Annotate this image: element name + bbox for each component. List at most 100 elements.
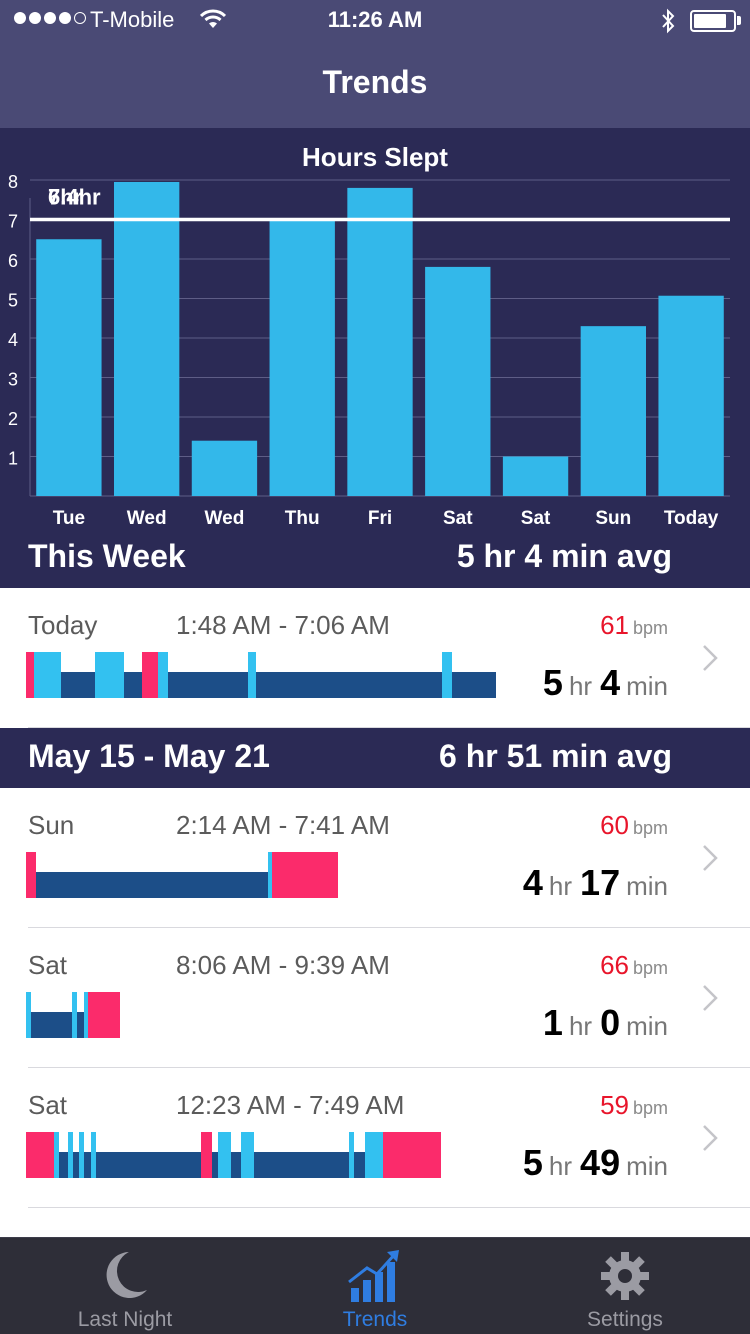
gear-icon [601, 1252, 649, 1300]
light-sleep-segment [158, 652, 168, 698]
sleep-stage-bar [26, 1132, 441, 1178]
bpm-unit: bpm [632, 958, 668, 978]
bpm-unit: bpm [632, 1098, 668, 1118]
sleep-entry-today[interactable]: Today 1:48 AM - 7:06 AM 61 bpm 5 hr 4 min [0, 588, 750, 728]
bpm-unit: bpm [632, 618, 668, 638]
entry-heart-rate: 61 bpm [600, 610, 668, 641]
deep-sleep-segment [124, 672, 142, 698]
entry-duration: 5 hr 4 min [543, 662, 668, 704]
minutes-unit: min [626, 871, 668, 901]
minutes-unit: min [626, 671, 668, 701]
deep-sleep-segment [36, 872, 268, 898]
bar-sun [580, 326, 646, 496]
battery-level [694, 14, 726, 28]
light-sleep-segment [349, 1132, 354, 1178]
bpm-value: 59 [600, 1090, 629, 1120]
x-tick-label: Wed [205, 508, 245, 529]
bar-sat [425, 266, 491, 496]
deep-sleep-segment [256, 672, 442, 698]
awake-segment [88, 992, 120, 1038]
duration-minutes: 4 [600, 662, 621, 703]
entry-day: Today [28, 610, 98, 640]
light-sleep-segment [34, 652, 61, 698]
this-week-average: 5 hr 4 min avg [456, 538, 672, 574]
light-sleep-segment [54, 1132, 59, 1178]
entry-heart-rate: 66 bpm [600, 950, 668, 981]
hours-slept-chart: 1 2 3 4 5 6 7 8 Tue Wed Wed Thu Fri Sat Sat Sun Today 6.4… [8, 172, 730, 529]
moon-icon [106, 1252, 147, 1298]
tab-label: Settings [587, 1308, 663, 1331]
x-tick-label: Sat [521, 508, 551, 529]
sleep-entry[interactable]: Sat 12:23 AM - 7:49 AM 59 bpm 5 hr 49 min [0, 1068, 750, 1208]
minutes-unit: min [626, 1151, 668, 1181]
tab-last-night[interactable]: Last Night [0, 1238, 250, 1334]
deep-sleep-segment [84, 1152, 91, 1178]
tab-trends[interactable]: Trends [250, 1238, 500, 1334]
tab-label: Last Night [77, 1308, 173, 1331]
bar-today [658, 295, 724, 496]
light-sleep-segment [365, 1132, 383, 1178]
deep-sleep-segment [452, 672, 496, 698]
deep-sleep-segment [96, 1152, 201, 1178]
x-tick-label: Sun [595, 508, 631, 529]
x-tick-label: Tue [53, 508, 85, 529]
bpm-unit: bpm [632, 818, 668, 838]
entry-day: Sun [28, 810, 75, 840]
awake-segment [272, 852, 338, 898]
entry-heart-rate: 60 bpm [600, 810, 668, 841]
entry-day: Sat [28, 1090, 68, 1120]
duration-minutes: 0 [600, 1002, 621, 1043]
bpm-value: 60 [600, 810, 629, 840]
hours-slept-panel: Hours Slept 1 2 3 4 5 6 7 8 Tue Wed Wed Thu Fri Sat Sa… [0, 128, 750, 588]
entry-time-range: 2:14 AM - 7:41 AM [176, 810, 390, 840]
hours-unit: hr [548, 871, 573, 901]
bar-tue [36, 239, 102, 496]
sleep-entry[interactable]: Sat 8:06 AM - 9:39 AM 66 bpm 1 hr 0 min [0, 928, 750, 1068]
bar-wed [114, 181, 180, 496]
y-tick-label: 6 [8, 251, 18, 271]
bar-thu [269, 219, 335, 496]
entry-duration: 5 hr 49 min [523, 1142, 668, 1184]
battery-tip [737, 16, 741, 25]
light-sleep-segment [79, 1132, 84, 1178]
chart-title: Hours Slept [302, 142, 448, 172]
entry-time-range: 1:48 AM - 7:06 AM [176, 610, 390, 640]
sleep-entry[interactable]: Sun 2:14 AM - 7:41 AM 60 bpm 4 hr 17 min [0, 788, 750, 928]
deep-sleep-segment [254, 1152, 349, 1178]
duration-minutes: 17 [580, 862, 621, 903]
duration-hours: 1 [542, 1002, 563, 1043]
trends-icon [348, 1250, 399, 1302]
y-tick-label: 2 [8, 409, 18, 429]
average-label: 6.4hr [48, 185, 101, 210]
entry-duration: 1 hr 0 min [543, 1002, 668, 1044]
chevron-right-icon [703, 845, 718, 871]
deep-sleep-segment [31, 1012, 72, 1038]
section-title: May 15 - May 21 [28, 738, 270, 774]
tab-bar: Last Night Trends [0, 1237, 750, 1334]
tab-settings[interactable]: Settings [500, 1238, 750, 1334]
battery-icon [690, 10, 736, 32]
this-week-label: This Week [28, 538, 186, 574]
deep-sleep-segment [212, 1152, 218, 1178]
minutes-unit: min [626, 1011, 668, 1041]
top-bar: T-Mobile 11:26 AM Trends [0, 0, 750, 128]
light-sleep-segment [95, 652, 124, 698]
list-item-partial [0, 1208, 750, 1238]
awake-segment [26, 652, 34, 698]
status-bar: T-Mobile 11:26 AM [0, 0, 750, 40]
sleep-stage-bar [26, 652, 496, 698]
deep-sleep-segment [168, 672, 248, 698]
y-tick-label: 5 [8, 291, 18, 311]
y-tick-label: 3 [8, 370, 18, 390]
entry-day: Sat [28, 950, 68, 980]
wifi-icon [200, 9, 226, 28]
awake-segment [201, 1132, 212, 1178]
light-sleep-segment [91, 1132, 96, 1178]
light-sleep-segment [68, 1132, 73, 1178]
deep-sleep-segment [59, 1152, 68, 1178]
light-sleep-segment [442, 652, 452, 698]
x-tick-label: Fri [368, 508, 392, 529]
deep-sleep-segment [354, 1152, 365, 1178]
x-tick-label: Wed [127, 508, 167, 529]
light-sleep-segment [84, 992, 88, 1038]
